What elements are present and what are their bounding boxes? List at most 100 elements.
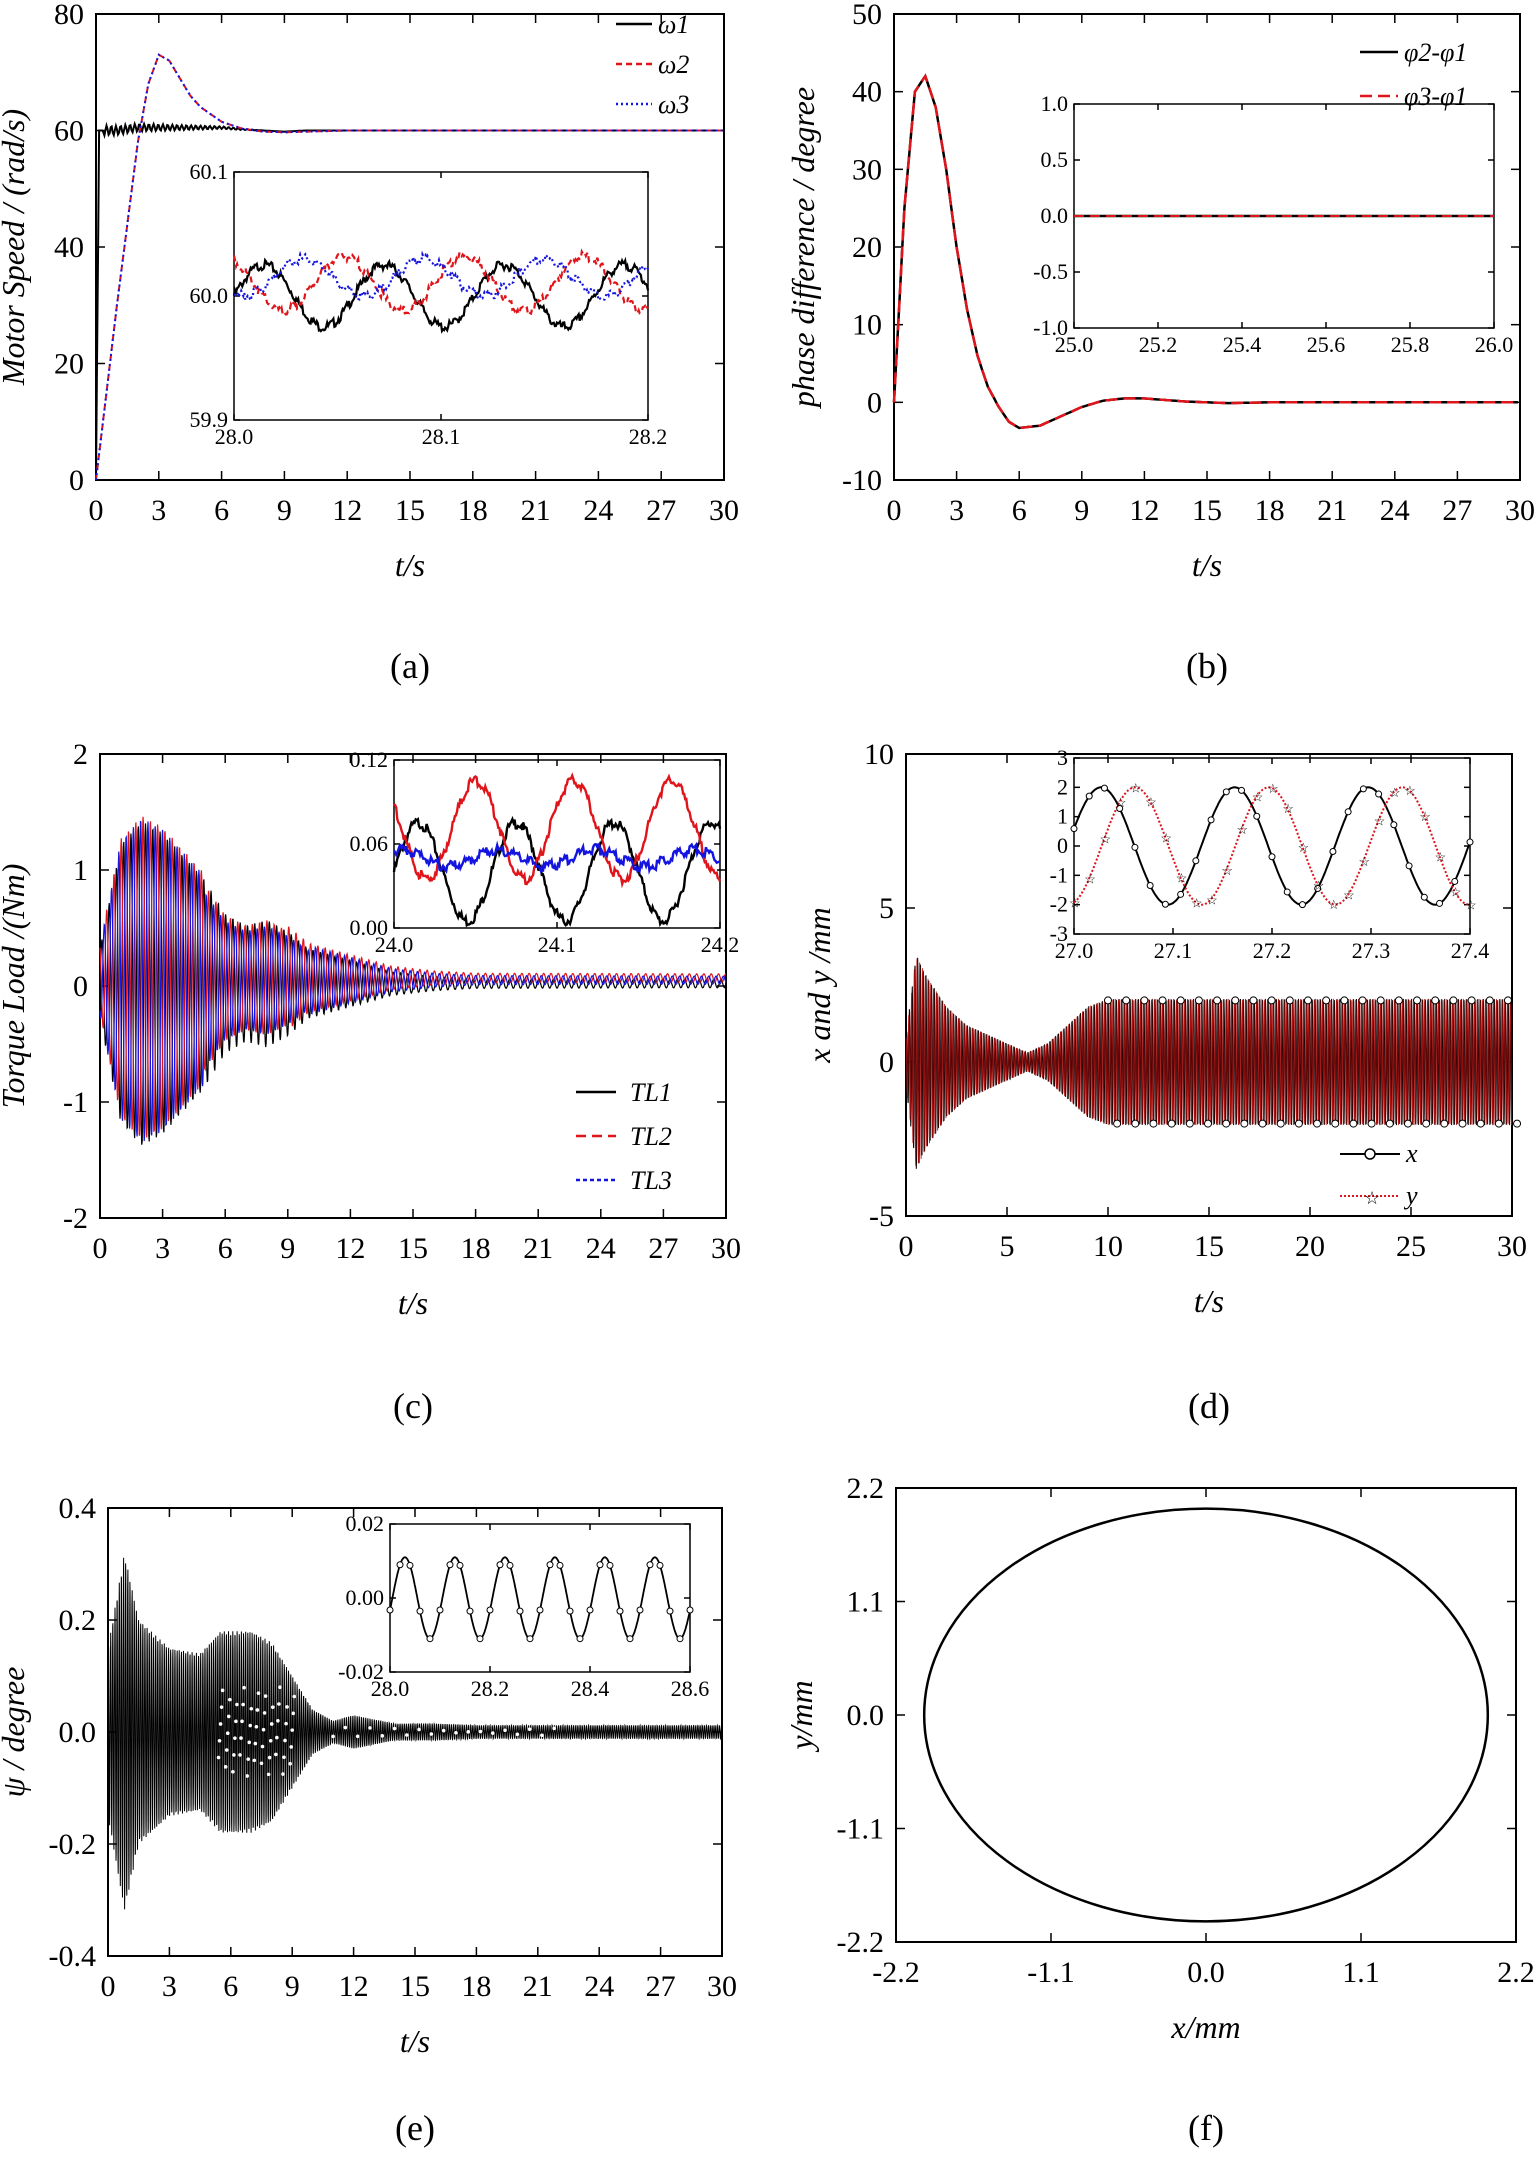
x-marker: [1394, 996, 1403, 1005]
x-tick-label: 28.2: [629, 424, 668, 449]
y-tick-label: 0: [879, 1046, 894, 1079]
y-tick-label: 10: [852, 309, 882, 342]
legend-label: y: [1403, 1181, 1418, 1210]
inset-marker-x: [1116, 804, 1124, 812]
band-dot: [454, 1730, 458, 1735]
band-dot: [278, 1685, 282, 1690]
inset-series-psi: [389, 1556, 691, 1640]
band-dot: [238, 1753, 242, 1757]
axes-e: 0 3 6 9 12 15 18 21 24 27 30 -0.4 -0.2 0.0 0.2 0.4 t/s ψ …: [0, 1492, 737, 2148]
inset-marker-y: ☆: [1435, 849, 1447, 864]
band-dot: [260, 1744, 265, 1749]
y-tick-label: 0.12: [350, 747, 389, 772]
x-tick-label: 25.4: [1223, 332, 1262, 357]
x-marker: [1185, 1119, 1194, 1128]
inset-frame: [389, 1523, 691, 1673]
series-y: [905, 958, 1513, 1166]
x-marker: [1422, 1119, 1431, 1128]
x-marker: [1131, 1119, 1140, 1128]
x-axis-label: t/s: [1194, 1283, 1224, 1319]
inset-marker: [466, 1607, 474, 1615]
x-tick-label: 24.2: [701, 932, 740, 957]
band-dot: [259, 1761, 264, 1766]
x-marker: [1222, 1119, 1231, 1128]
band-dot: [240, 1719, 244, 1724]
inset-marker-x: [1085, 792, 1093, 800]
x-axis-label: t/s: [395, 547, 425, 583]
x-tick-label: 27.0: [1055, 938, 1094, 963]
x-marker: [1122, 996, 1131, 1005]
x-tick-label: 27.2: [1253, 938, 1292, 963]
inset-marker-y: ☆: [1465, 898, 1477, 913]
x-tick-label: 0: [887, 494, 902, 527]
inset-marker: [666, 1607, 674, 1615]
x-marker: [1313, 1119, 1322, 1128]
x-tick-label: 30: [711, 1232, 741, 1265]
inset-marker-x: [1177, 890, 1185, 898]
inset-marker-x: [1207, 816, 1215, 824]
x-marker: [1203, 1119, 1212, 1128]
x-tick-label: 27.4: [1451, 938, 1490, 963]
legend-label: TL2: [630, 1122, 672, 1151]
x-marker: [1276, 1119, 1285, 1128]
band-dot: [224, 1748, 229, 1752]
band-dot: [225, 1731, 230, 1736]
x-marker: [1322, 996, 1331, 1005]
band-dot: [241, 1702, 245, 1707]
band-dot: [368, 1726, 372, 1730]
inset-marker-x: [1222, 788, 1230, 796]
inset-marker-x: [1344, 808, 1352, 816]
band-dot: [249, 1706, 254, 1711]
band-dot: [220, 1688, 225, 1693]
inset-marker-y: ☆: [1145, 794, 1157, 809]
y-tick-label: 0.02: [346, 1511, 385, 1536]
y-tick-label: -10: [842, 464, 882, 497]
y-tick-label: 1.1: [847, 1586, 885, 1619]
inset-marker: [426, 1635, 434, 1643]
x-tick-label: 15: [395, 494, 425, 527]
x-tick-label: 3: [155, 1232, 170, 1265]
x-marker: [1176, 996, 1185, 1005]
x-marker: [1403, 1119, 1412, 1128]
y-tick-label: 3: [1057, 745, 1068, 770]
x-tick-label: 1.1: [1342, 1956, 1380, 1989]
x-marker: [1240, 1119, 1249, 1128]
band-dot: [263, 1694, 268, 1698]
band-dot: [231, 1769, 235, 1774]
x-tick-label: 15: [398, 1232, 428, 1265]
inset-marker: [636, 1606, 644, 1614]
x-tick-label: 26.0: [1475, 332, 1514, 357]
inset-series-ω1: [232, 256, 650, 334]
x-tick-label: 24.0: [375, 932, 414, 957]
y-tick-label: 20: [54, 348, 84, 381]
x-tick-label: 5: [1000, 1230, 1015, 1263]
band-dot: [429, 1732, 434, 1736]
inset-marker: [566, 1607, 574, 1615]
legend-label: x: [1405, 1139, 1418, 1168]
y-axis-label: phase difference / degree: [785, 87, 821, 409]
y-tick-label: 0: [1057, 833, 1068, 858]
band-dot: [405, 1733, 409, 1737]
x-marker: [1149, 1119, 1158, 1128]
x-tick-label: 20: [1295, 1230, 1325, 1263]
x-marker: [1158, 996, 1167, 1005]
inset-frame: [393, 759, 721, 929]
panel-caption: (c): [393, 1386, 433, 1426]
x-marker: [1440, 1119, 1449, 1128]
x-tick-label: 25: [1396, 1230, 1426, 1263]
y-tick-label: -1: [1050, 862, 1068, 887]
band-dot: [527, 1727, 532, 1732]
inset-marker-y: ☆: [1267, 781, 1279, 796]
inset-marker-x: [1436, 899, 1444, 907]
band-dot: [266, 1772, 271, 1777]
inset-axes-undefined: 24.0 24.1 24.2 0.00 0.06 0.12: [350, 747, 740, 957]
inset-marker-x: [1359, 785, 1367, 793]
y-tick-label: 0.0: [1041, 203, 1069, 228]
x-tick-label: 9: [280, 1232, 295, 1265]
x-tick-label: 21: [1317, 494, 1347, 527]
inset-marker-y: ☆: [1404, 783, 1416, 798]
x-marker: [1485, 996, 1494, 1005]
x-tick-label: 25.6: [1307, 332, 1346, 357]
inset-marker-y: ☆: [1069, 896, 1081, 911]
band-dot: [261, 1727, 266, 1732]
